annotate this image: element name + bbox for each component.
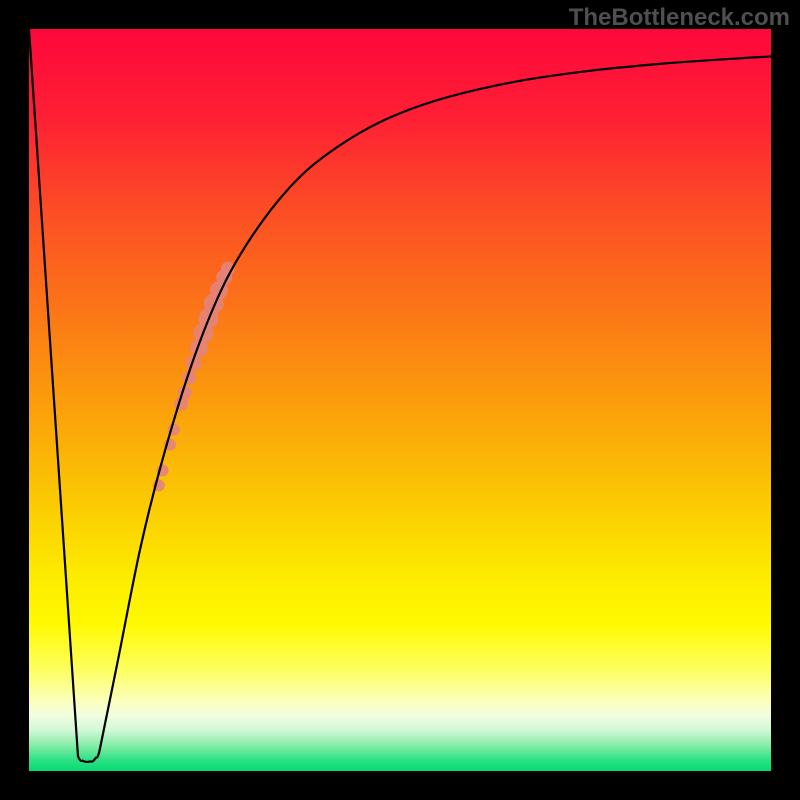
chart-svg	[0, 0, 800, 800]
chart-stage: TheBottleneck.com	[0, 0, 800, 800]
plot-background	[29, 29, 771, 771]
